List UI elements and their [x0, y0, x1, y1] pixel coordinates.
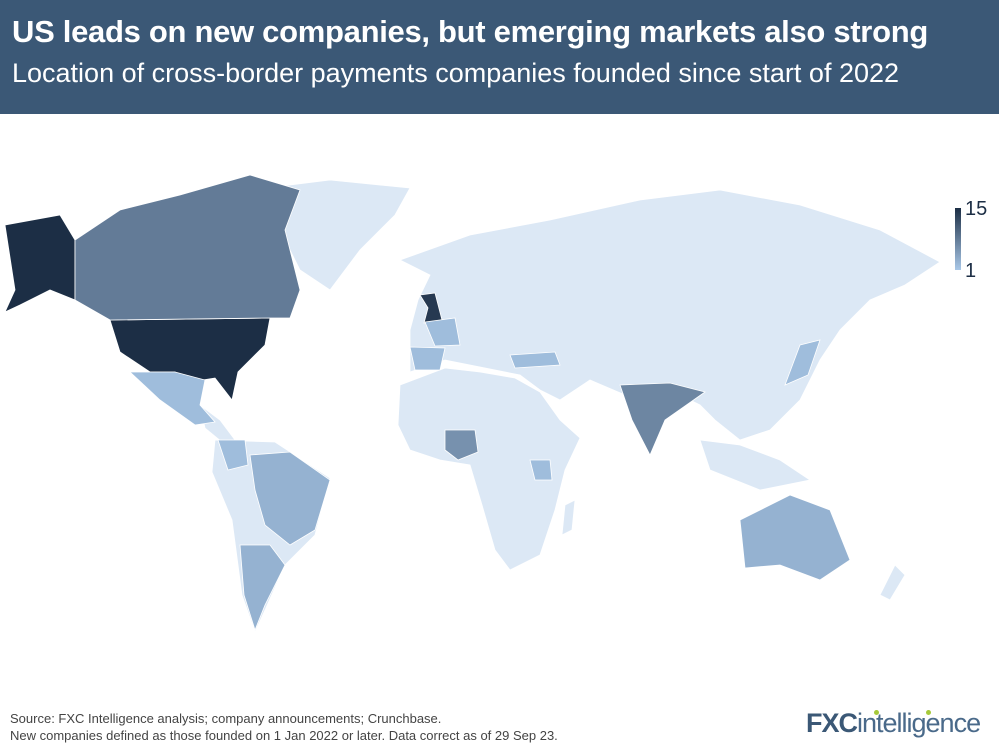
- country-argentina[interactable]: [239, 544, 286, 632]
- country-mexico[interactable]: [128, 371, 216, 426]
- definition-note: New companies defined as those founded o…: [10, 728, 558, 743]
- africa: [397, 367, 581, 571]
- footer: Source: FXC Intelligence analysis; compa…: [10, 710, 558, 744]
- source-note: Source: FXC Intelligence analysis; compa…: [10, 711, 442, 726]
- legend-gradient: [955, 208, 961, 270]
- country-japan[interactable]: [784, 339, 821, 386]
- country-nigeria[interactable]: [444, 429, 479, 461]
- chart-subtitle: Location of cross-border payments compan…: [12, 58, 900, 88]
- color-legend: 15 1: [952, 198, 992, 282]
- country-brazil[interactable]: [249, 451, 331, 546]
- country-united-states[interactable]: [4, 214, 76, 313]
- madagascar: [561, 499, 576, 536]
- country-india[interactable]: [619, 382, 706, 456]
- country-canada[interactable]: [74, 174, 301, 321]
- country-colombia[interactable]: [217, 439, 249, 471]
- new-zealand: [879, 564, 906, 601]
- header: US leads on new companies, but emerging …: [0, 0, 999, 114]
- country-france[interactable]: [424, 317, 461, 347]
- southeast-asia: [699, 439, 812, 491]
- country-turkey[interactable]: [509, 351, 561, 369]
- country-australia[interactable]: [739, 494, 851, 581]
- eurasia: [398, 189, 941, 441]
- country-spain[interactable]: [409, 346, 446, 371]
- country-united-states[interactable]: [109, 317, 271, 401]
- world-map: [4, 174, 941, 634]
- legend-min: 1: [965, 260, 977, 282]
- legend-max: 15: [965, 198, 988, 220]
- country-kenya[interactable]: [529, 459, 553, 481]
- chart-title: US leads on new companies, but emerging …: [12, 14, 928, 49]
- fxc-logo: FXCintelligence: [806, 708, 981, 738]
